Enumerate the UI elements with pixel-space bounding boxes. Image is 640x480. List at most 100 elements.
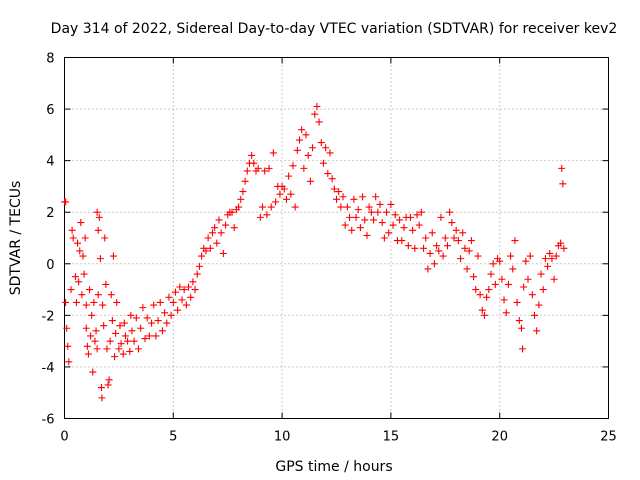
data-point (74, 239, 82, 247)
data-point (92, 327, 100, 335)
data-point (63, 324, 71, 332)
data-point (537, 270, 545, 278)
x-tick-label: 15 (383, 430, 400, 445)
y-tick-label: -6 (42, 413, 55, 428)
data-point (374, 208, 382, 216)
data-point (435, 247, 443, 255)
data-point (182, 301, 190, 309)
data-point (315, 118, 323, 126)
data-point (413, 211, 421, 219)
data-point (544, 262, 552, 270)
data-point (396, 216, 404, 224)
data-point (148, 319, 156, 327)
data-point (219, 249, 227, 257)
data-point (94, 291, 102, 299)
data-point (62, 298, 70, 306)
data-point (121, 332, 129, 340)
data-point (361, 216, 369, 224)
data-point (169, 298, 177, 306)
data-point (91, 337, 99, 345)
data-point (459, 229, 467, 237)
data-point (132, 314, 140, 322)
data-point (195, 262, 203, 270)
data-point (276, 190, 284, 198)
data-point (165, 293, 173, 301)
data-point (480, 311, 488, 319)
data-point (94, 226, 102, 234)
data-point (398, 237, 406, 245)
data-point (313, 102, 321, 110)
data-point (211, 224, 219, 232)
data-point (522, 257, 530, 265)
data-point (96, 255, 104, 263)
data-point (82, 301, 90, 309)
data-point (322, 144, 330, 152)
data-point (387, 200, 395, 208)
data-point (560, 244, 568, 252)
data-point (489, 260, 497, 268)
data-point (513, 298, 521, 306)
data-point (517, 324, 525, 332)
data-point (68, 226, 76, 234)
data-point (391, 211, 399, 219)
data-point (483, 293, 491, 301)
data-point (487, 270, 495, 278)
y-tick-label: 4 (46, 155, 54, 170)
data-point (235, 203, 243, 211)
data-point (178, 296, 186, 304)
data-point (457, 255, 465, 263)
data-point (461, 244, 469, 252)
data-point (324, 170, 332, 178)
data-point (145, 332, 153, 340)
data-point (84, 350, 92, 358)
data-point (502, 309, 510, 317)
data-point (541, 255, 549, 263)
grid-lines (64, 57, 609, 419)
data-point (80, 270, 88, 278)
data-point (363, 231, 371, 239)
data-point (228, 208, 236, 216)
data-point (400, 224, 408, 232)
data-point (230, 224, 238, 232)
data-point (533, 327, 541, 335)
data-point (426, 249, 434, 257)
data-point (104, 381, 112, 389)
data-point (420, 244, 428, 252)
data-point (376, 200, 384, 208)
data-point (441, 234, 449, 242)
data-point (222, 221, 230, 229)
data-point (528, 291, 536, 299)
data-point (343, 203, 351, 211)
data-point (64, 342, 72, 350)
data-point (237, 195, 245, 203)
data-point (500, 296, 508, 304)
data-point (117, 340, 125, 348)
data-point (291, 203, 299, 211)
data-point (350, 195, 358, 203)
data-point (328, 175, 336, 183)
data-point (559, 180, 567, 188)
data-point (198, 252, 206, 260)
data-point (98, 394, 106, 402)
data-point (93, 345, 101, 353)
data-point (422, 234, 430, 242)
data-point (176, 283, 184, 291)
data-point (161, 309, 169, 317)
y-tick-label: 2 (46, 206, 54, 221)
data-point (507, 252, 515, 260)
data-point (156, 298, 164, 306)
data-point (380, 234, 388, 242)
data-point (202, 247, 210, 255)
data-point (119, 350, 127, 358)
data-point (206, 244, 214, 252)
data-point (404, 242, 412, 250)
data-point (171, 288, 179, 296)
data-point (470, 273, 478, 281)
data-point (531, 311, 539, 319)
data-point (546, 249, 554, 257)
chart-title: Day 314 of 2022, Sidereal Day-to-day VTE… (51, 21, 618, 37)
data-point (333, 195, 340, 203)
data-points (61, 102, 568, 402)
data-point (409, 226, 417, 234)
data-point (111, 353, 119, 361)
